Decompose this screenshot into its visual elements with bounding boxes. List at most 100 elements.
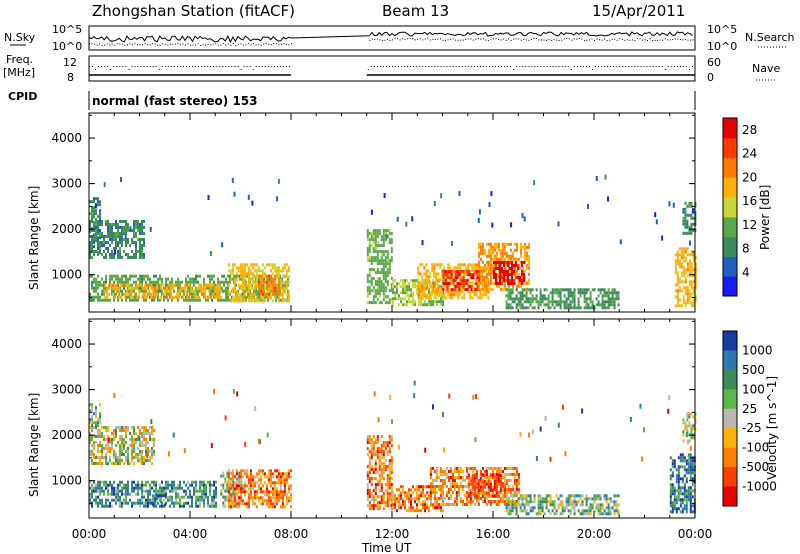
range-cell [461, 284, 464, 288]
range-cell [97, 280, 99, 284]
range-cell [370, 209, 373, 215]
range-cell [99, 421, 101, 425]
range-cell [255, 292, 257, 296]
range-cell [412, 282, 414, 286]
range-cell [127, 226, 129, 229]
range-cell [259, 481, 262, 485]
range-cell [283, 484, 286, 488]
range-cell [275, 490, 278, 494]
range-cell [527, 266, 530, 270]
range-cell [145, 298, 147, 302]
range-cell [402, 485, 404, 489]
range-cell [400, 291, 402, 295]
range-cell [135, 247, 137, 250]
range-cell [141, 498, 143, 502]
range-cell [386, 444, 389, 448]
range-cell [95, 286, 97, 290]
range-cell [422, 488, 424, 492]
range-cell [247, 496, 250, 500]
range-cell [261, 496, 264, 500]
range-cell [233, 490, 236, 494]
range-cell [99, 250, 101, 253]
range-cell [368, 477, 371, 481]
range-cell [245, 286, 247, 290]
range-cell [259, 490, 262, 494]
range-cell [491, 269, 494, 273]
range-cell [453, 293, 456, 297]
range-cell [211, 504, 213, 508]
range-cell [368, 462, 371, 466]
range-cell [400, 300, 402, 304]
range-cell [465, 470, 468, 473]
range-cell [119, 483, 121, 487]
range-cell [165, 480, 167, 484]
nsearch-point [674, 38, 676, 40]
range-cell [543, 303, 546, 307]
nave-point [219, 66, 221, 67]
range-cell [133, 229, 135, 232]
range-cell [183, 501, 185, 505]
range-cell [443, 470, 446, 473]
range-cell [605, 291, 608, 295]
range-cell [577, 303, 580, 307]
nave-point [637, 66, 639, 67]
range-cell [481, 269, 484, 273]
range-cell [388, 450, 391, 454]
range-cell [107, 489, 109, 493]
range-cell [686, 268, 689, 272]
range-cell [467, 476, 470, 479]
range-cell [109, 277, 111, 281]
range-cell [109, 244, 111, 247]
colorbar-swatch [723, 236, 737, 257]
range-cell [400, 497, 402, 501]
nsearch-point [434, 39, 436, 40]
range-cell [150, 283, 153, 287]
range-cell [231, 269, 234, 273]
range-cell [233, 274, 235, 278]
range-cell [194, 292, 197, 296]
range-cell [370, 507, 373, 511]
range-cell [93, 462, 95, 465]
range-cell [103, 244, 105, 247]
range-cell [410, 291, 412, 295]
range-cell [197, 274, 199, 278]
range-cell [450, 276, 453, 280]
range-cell [107, 232, 109, 235]
range-cell [179, 495, 181, 499]
range-cell [417, 278, 420, 282]
range-cell [285, 263, 288, 267]
range-cell [226, 489, 229, 493]
range-cell [511, 254, 514, 258]
nave-point [467, 66, 469, 67]
range-cell [121, 244, 123, 247]
range-cell [611, 294, 614, 298]
range-cell [249, 289, 251, 293]
nsearch-point [558, 40, 560, 41]
range-cell [549, 300, 552, 304]
range-cell [368, 435, 371, 439]
nave-point [186, 66, 187, 67]
range-cell [255, 493, 258, 497]
range-cell [119, 489, 121, 493]
range-cell [374, 280, 377, 284]
range-cell [243, 284, 246, 288]
range-cell [266, 274, 269, 278]
range-cell [457, 266, 460, 270]
range-cell [277, 499, 280, 503]
range-cell [235, 272, 238, 276]
range-cell [109, 298, 111, 302]
range-cell [251, 484, 254, 488]
range-cell [93, 453, 95, 456]
range-cell [449, 278, 452, 282]
range-cell [93, 286, 95, 290]
range-cell [211, 292, 213, 296]
range-cell [674, 295, 677, 299]
nsearch-point [379, 39, 381, 41]
range-cell [461, 503, 464, 506]
range-cell [694, 286, 697, 290]
range-cell [119, 456, 121, 459]
range-cell [376, 262, 379, 266]
range-cell [201, 489, 203, 493]
range-cell [95, 250, 97, 253]
range-cell [189, 489, 191, 493]
